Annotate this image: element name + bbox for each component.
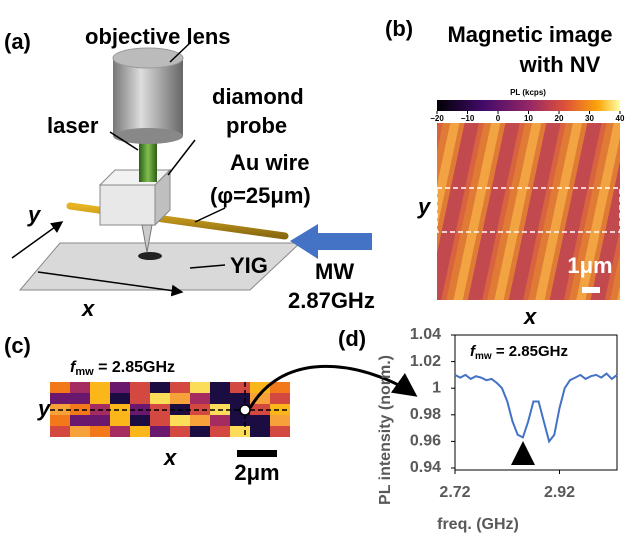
heatmap-cell bbox=[190, 382, 210, 393]
y-tick-label: 0.94 bbox=[410, 459, 441, 476]
axis-label: x bbox=[523, 304, 537, 329]
annotation-part: = 2.85GHz bbox=[94, 359, 175, 376]
y-tick-label: 1.04 bbox=[410, 326, 441, 343]
annotation-part: = 2.85GHz bbox=[492, 343, 568, 360]
heatmap-cell bbox=[250, 415, 270, 426]
heatmap-cell bbox=[230, 415, 250, 426]
scale-bar bbox=[582, 287, 600, 293]
heatmap-cell bbox=[110, 393, 130, 404]
heatmap-cell bbox=[230, 426, 250, 437]
heatmap-cell bbox=[130, 393, 150, 404]
heatmap-cell bbox=[50, 393, 70, 404]
annotation: fmw = 2.85GHz bbox=[70, 359, 175, 378]
label: 2.87GHz bbox=[288, 288, 375, 313]
x-tick-label: 2.92 bbox=[544, 484, 575, 501]
heatmap-cell bbox=[210, 415, 230, 426]
annotation: fmw = 2.85GHz bbox=[470, 343, 568, 362]
heatmap-cell bbox=[150, 426, 170, 437]
y-axis-label: PL intensity (norm.) bbox=[377, 355, 394, 505]
colorbar-tick-label: 20 bbox=[555, 114, 564, 123]
heatmap-cell bbox=[170, 393, 190, 404]
heatmap-cell bbox=[150, 382, 170, 393]
colorbar-tick-label: 40 bbox=[616, 114, 625, 123]
label: laser bbox=[47, 113, 99, 138]
setup-illustration bbox=[12, 43, 372, 292]
axis-label: y bbox=[417, 194, 432, 219]
scale-bar bbox=[237, 450, 277, 457]
heatmap-cell bbox=[130, 382, 150, 393]
axis-label: y bbox=[37, 396, 52, 421]
heatmap-cell bbox=[130, 415, 150, 426]
label: YIG bbox=[230, 253, 268, 278]
heatmap-cell bbox=[90, 382, 110, 393]
marker bbox=[240, 405, 250, 415]
heatmap-cell bbox=[170, 415, 190, 426]
heatmap-cell bbox=[170, 382, 190, 393]
heatmap-cell bbox=[110, 415, 130, 426]
label: MW bbox=[315, 259, 354, 284]
heatmap-cell bbox=[210, 393, 230, 404]
heatmap-cell bbox=[70, 415, 90, 426]
y-tick-label: 0.98 bbox=[410, 406, 441, 423]
label: probe bbox=[226, 113, 287, 138]
heatmap-cell bbox=[70, 426, 90, 437]
heatmap-cell bbox=[70, 382, 90, 393]
heatmap-cell bbox=[90, 426, 110, 437]
y-tick-label: 1.02 bbox=[410, 353, 441, 370]
heatmap-cell bbox=[190, 415, 210, 426]
colorbar-tick-label: −20 bbox=[430, 114, 444, 123]
panel-label: (b) bbox=[385, 16, 413, 41]
x-tick-label: 2.72 bbox=[439, 484, 470, 501]
colorbar-label: PL (kcps) bbox=[510, 88, 546, 97]
label: Au wire bbox=[230, 150, 309, 175]
heatmap-cell bbox=[250, 426, 270, 437]
heatmap-cell bbox=[150, 415, 170, 426]
label: objective lens bbox=[85, 24, 231, 49]
panel-label: (c) bbox=[4, 333, 31, 358]
heatmap-cell bbox=[270, 415, 290, 426]
heatmap-cell bbox=[110, 426, 130, 437]
colorbar-tick-label: 30 bbox=[585, 114, 594, 123]
heatmap-cell bbox=[170, 426, 190, 437]
heatmap-cell bbox=[50, 415, 70, 426]
heatmap-cell bbox=[110, 382, 130, 393]
label: diamond bbox=[212, 84, 304, 109]
title: with NV bbox=[519, 52, 601, 77]
title: Magnetic image bbox=[447, 22, 612, 47]
heatmap-cell bbox=[70, 393, 90, 404]
heatmap-cell bbox=[270, 426, 290, 437]
scale-label: 1μm bbox=[567, 253, 612, 278]
axis-label: y bbox=[27, 202, 42, 227]
panel-label: (d) bbox=[338, 326, 366, 351]
colorbar-tick-label: −10 bbox=[461, 114, 475, 123]
x-axis-label: freq. (GHz) bbox=[437, 516, 519, 533]
heatmap-cell bbox=[270, 393, 290, 404]
colorbar bbox=[437, 100, 620, 111]
y-tick-label: 0.96 bbox=[410, 433, 441, 450]
heatmap-cell bbox=[190, 426, 210, 437]
heatmap-cell bbox=[130, 426, 150, 437]
heatmap-cell bbox=[210, 382, 230, 393]
annotation-part: mw bbox=[475, 351, 492, 362]
heatmap-cell bbox=[190, 393, 210, 404]
scale-label: 2μm bbox=[234, 460, 279, 485]
heatmap-cell bbox=[90, 415, 110, 426]
heatmap-cell bbox=[50, 426, 70, 437]
heatmap-cell bbox=[150, 393, 170, 404]
y-tick-label: 1 bbox=[432, 379, 441, 396]
heatmap-cell bbox=[230, 393, 250, 404]
heatmap-cell bbox=[210, 426, 230, 437]
axis-label: x bbox=[163, 445, 177, 470]
panel-label: (a) bbox=[4, 29, 31, 54]
data-line bbox=[455, 374, 617, 442]
heatmap-cell bbox=[90, 393, 110, 404]
heatmap-cell bbox=[230, 382, 250, 393]
annotation-part: mw bbox=[75, 366, 94, 378]
colorbar-tick-label: 10 bbox=[524, 114, 533, 123]
figure: (a) objective lens laser diamond probe A… bbox=[0, 0, 639, 536]
axis-label: x bbox=[81, 296, 95, 321]
label: (φ=25μm) bbox=[210, 183, 311, 208]
colorbar-tick-label: 0 bbox=[496, 114, 501, 123]
heatmap-cell bbox=[50, 382, 70, 393]
